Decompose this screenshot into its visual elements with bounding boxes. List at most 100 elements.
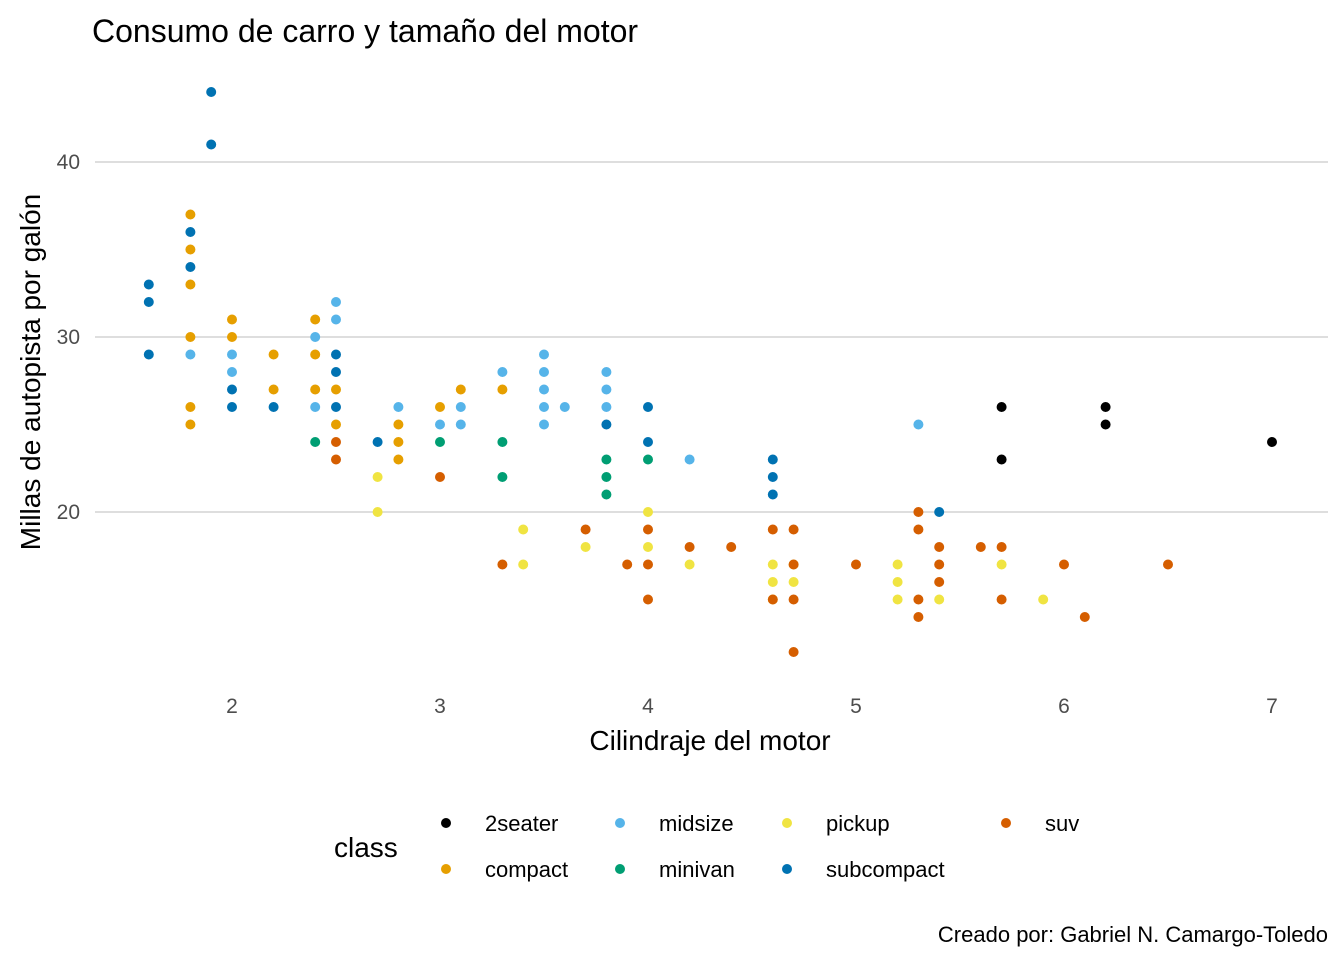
legend-key-pickup	[782, 818, 792, 828]
legend-entry-midsize: midsize	[615, 811, 734, 836]
legend-label-pickup: pickup	[826, 811, 890, 836]
data-point-pickup	[1038, 594, 1049, 605]
data-point-pickup	[934, 594, 945, 605]
legend-label-subcompact: subcompact	[826, 857, 945, 882]
data-point-suv	[767, 524, 778, 535]
data-point-pickup	[767, 559, 778, 570]
x-tick-label: 7	[1266, 695, 1278, 718]
data-point-compact	[497, 384, 508, 395]
data-point-subcompact	[206, 139, 217, 150]
data-point-minivan	[435, 437, 445, 447]
data-point-suv	[643, 524, 653, 535]
data-point-minivan	[601, 472, 612, 482]
data-point-subcompact	[331, 367, 341, 377]
data-point-compact	[227, 314, 237, 325]
data-point-subcompact	[643, 437, 653, 447]
data-point-compact	[185, 279, 196, 290]
data-point-pickup	[684, 559, 695, 570]
data-point-suv	[497, 559, 508, 570]
legend-key-midsize	[615, 818, 625, 828]
data-point-pickup	[892, 594, 903, 605]
data-point-midsize	[227, 367, 237, 377]
data-point-midsize	[601, 367, 612, 377]
data-point-midsize	[539, 367, 549, 377]
data-point-midsize	[331, 297, 341, 307]
x-tick-label: 5	[850, 695, 862, 718]
data-point-midsize	[331, 314, 341, 325]
data-point-midsize	[601, 384, 612, 395]
data-point-suv	[580, 524, 591, 535]
y-tick-label: 40	[57, 151, 80, 174]
data-point-compact	[331, 419, 341, 430]
data-point-compact	[227, 332, 237, 342]
data-point-compact	[331, 384, 341, 395]
x-tick-label: 6	[1058, 695, 1070, 718]
data-point-midsize	[455, 402, 466, 412]
data-point-2seater	[1100, 402, 1111, 412]
data-point-minivan	[310, 437, 321, 447]
data-point-minivan	[601, 454, 612, 465]
chart-caption: Creado por: Gabriel N. Camargo-Toledo	[938, 922, 1328, 947]
data-points	[143, 87, 1277, 657]
data-point-subcompact	[767, 489, 778, 500]
data-point-suv	[788, 647, 799, 657]
legend-entry-compact: compact	[441, 857, 568, 882]
data-point-subcompact	[372, 437, 383, 447]
data-point-suv	[934, 577, 945, 587]
data-point-suv	[934, 542, 945, 552]
data-point-compact	[185, 332, 196, 342]
data-point-compact	[393, 437, 404, 447]
data-point-subcompact	[185, 262, 196, 272]
legend-key-2seater	[441, 818, 451, 828]
data-point-suv	[622, 559, 633, 570]
data-point-subcompact	[268, 402, 279, 412]
data-point-midsize	[684, 454, 695, 465]
data-point-pickup	[996, 559, 1007, 570]
legend: class 2seater compact midsize minivan pickup…	[334, 811, 1079, 882]
legend-entry-minivan: minivan	[615, 857, 735, 882]
data-point-midsize	[435, 419, 445, 430]
data-point-subcompact	[143, 297, 154, 307]
legend-entry-suv: suv	[1001, 811, 1079, 836]
data-point-compact	[455, 384, 466, 395]
legend-label-midsize: midsize	[659, 811, 734, 836]
data-point-midsize	[539, 419, 549, 430]
data-point-pickup	[892, 559, 903, 570]
data-point-compact	[310, 314, 321, 325]
data-point-compact	[393, 454, 404, 465]
data-point-suv	[913, 524, 924, 535]
data-point-midsize	[539, 402, 549, 412]
data-point-subcompact	[206, 87, 217, 97]
data-point-minivan	[601, 489, 612, 500]
data-point-compact	[268, 349, 279, 360]
data-point-suv	[331, 437, 341, 447]
data-point-subcompact	[767, 454, 778, 465]
data-point-2seater	[1267, 437, 1277, 447]
data-point-midsize	[559, 402, 570, 412]
data-point-suv	[851, 559, 861, 570]
legend-label-compact: compact	[485, 857, 568, 882]
data-point-2seater	[996, 402, 1007, 412]
data-point-pickup	[372, 472, 383, 482]
data-point-2seater	[1100, 419, 1111, 430]
data-point-minivan	[643, 454, 653, 465]
data-point-suv	[913, 612, 924, 622]
data-point-compact	[185, 209, 196, 220]
data-point-suv	[1059, 559, 1069, 570]
data-point-subcompact	[601, 419, 612, 430]
data-point-pickup	[518, 524, 529, 535]
data-point-pickup	[580, 542, 591, 552]
data-point-subcompact	[185, 227, 196, 237]
data-point-midsize	[455, 419, 466, 430]
data-point-subcompact	[643, 402, 653, 412]
y-axis-ticks: 20 30 40	[57, 151, 80, 524]
data-point-suv	[934, 559, 945, 570]
data-point-pickup	[518, 559, 529, 570]
data-point-midsize	[539, 349, 549, 360]
data-point-minivan	[497, 437, 508, 447]
data-point-midsize	[227, 349, 237, 360]
data-point-suv	[643, 559, 653, 570]
data-point-compact	[185, 244, 196, 255]
legend-key-subcompact	[782, 864, 792, 874]
x-tick-label: 3	[434, 695, 446, 718]
